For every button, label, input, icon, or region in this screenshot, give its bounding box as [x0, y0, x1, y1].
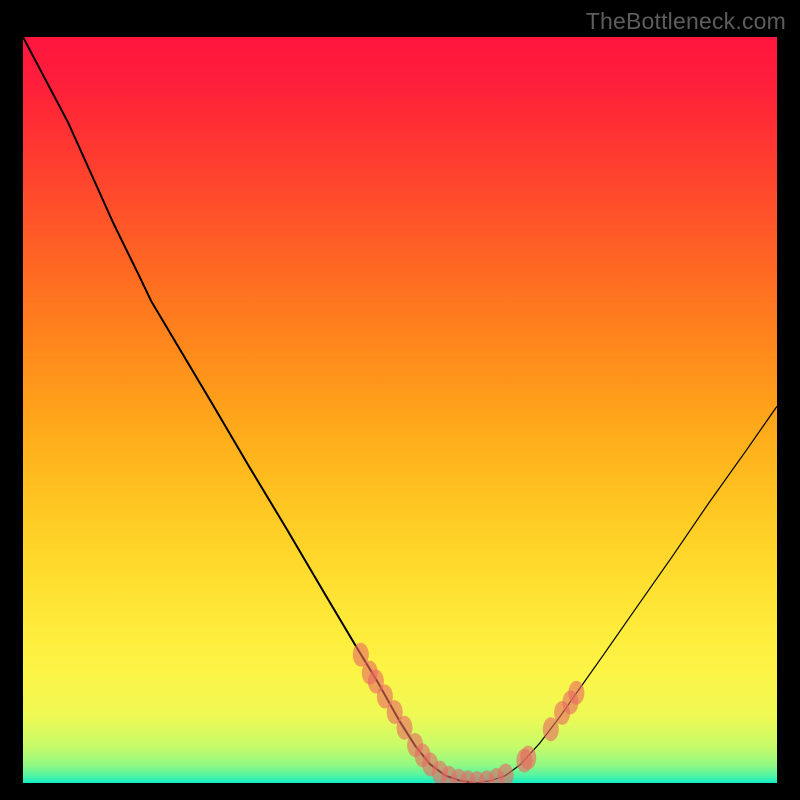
- scatter-point: [520, 746, 536, 770]
- watermark-text: TheBottleneck.com: [586, 8, 786, 35]
- chart-background: [23, 37, 777, 783]
- scatter-point: [568, 681, 584, 705]
- bottleneck-chart: [23, 37, 777, 783]
